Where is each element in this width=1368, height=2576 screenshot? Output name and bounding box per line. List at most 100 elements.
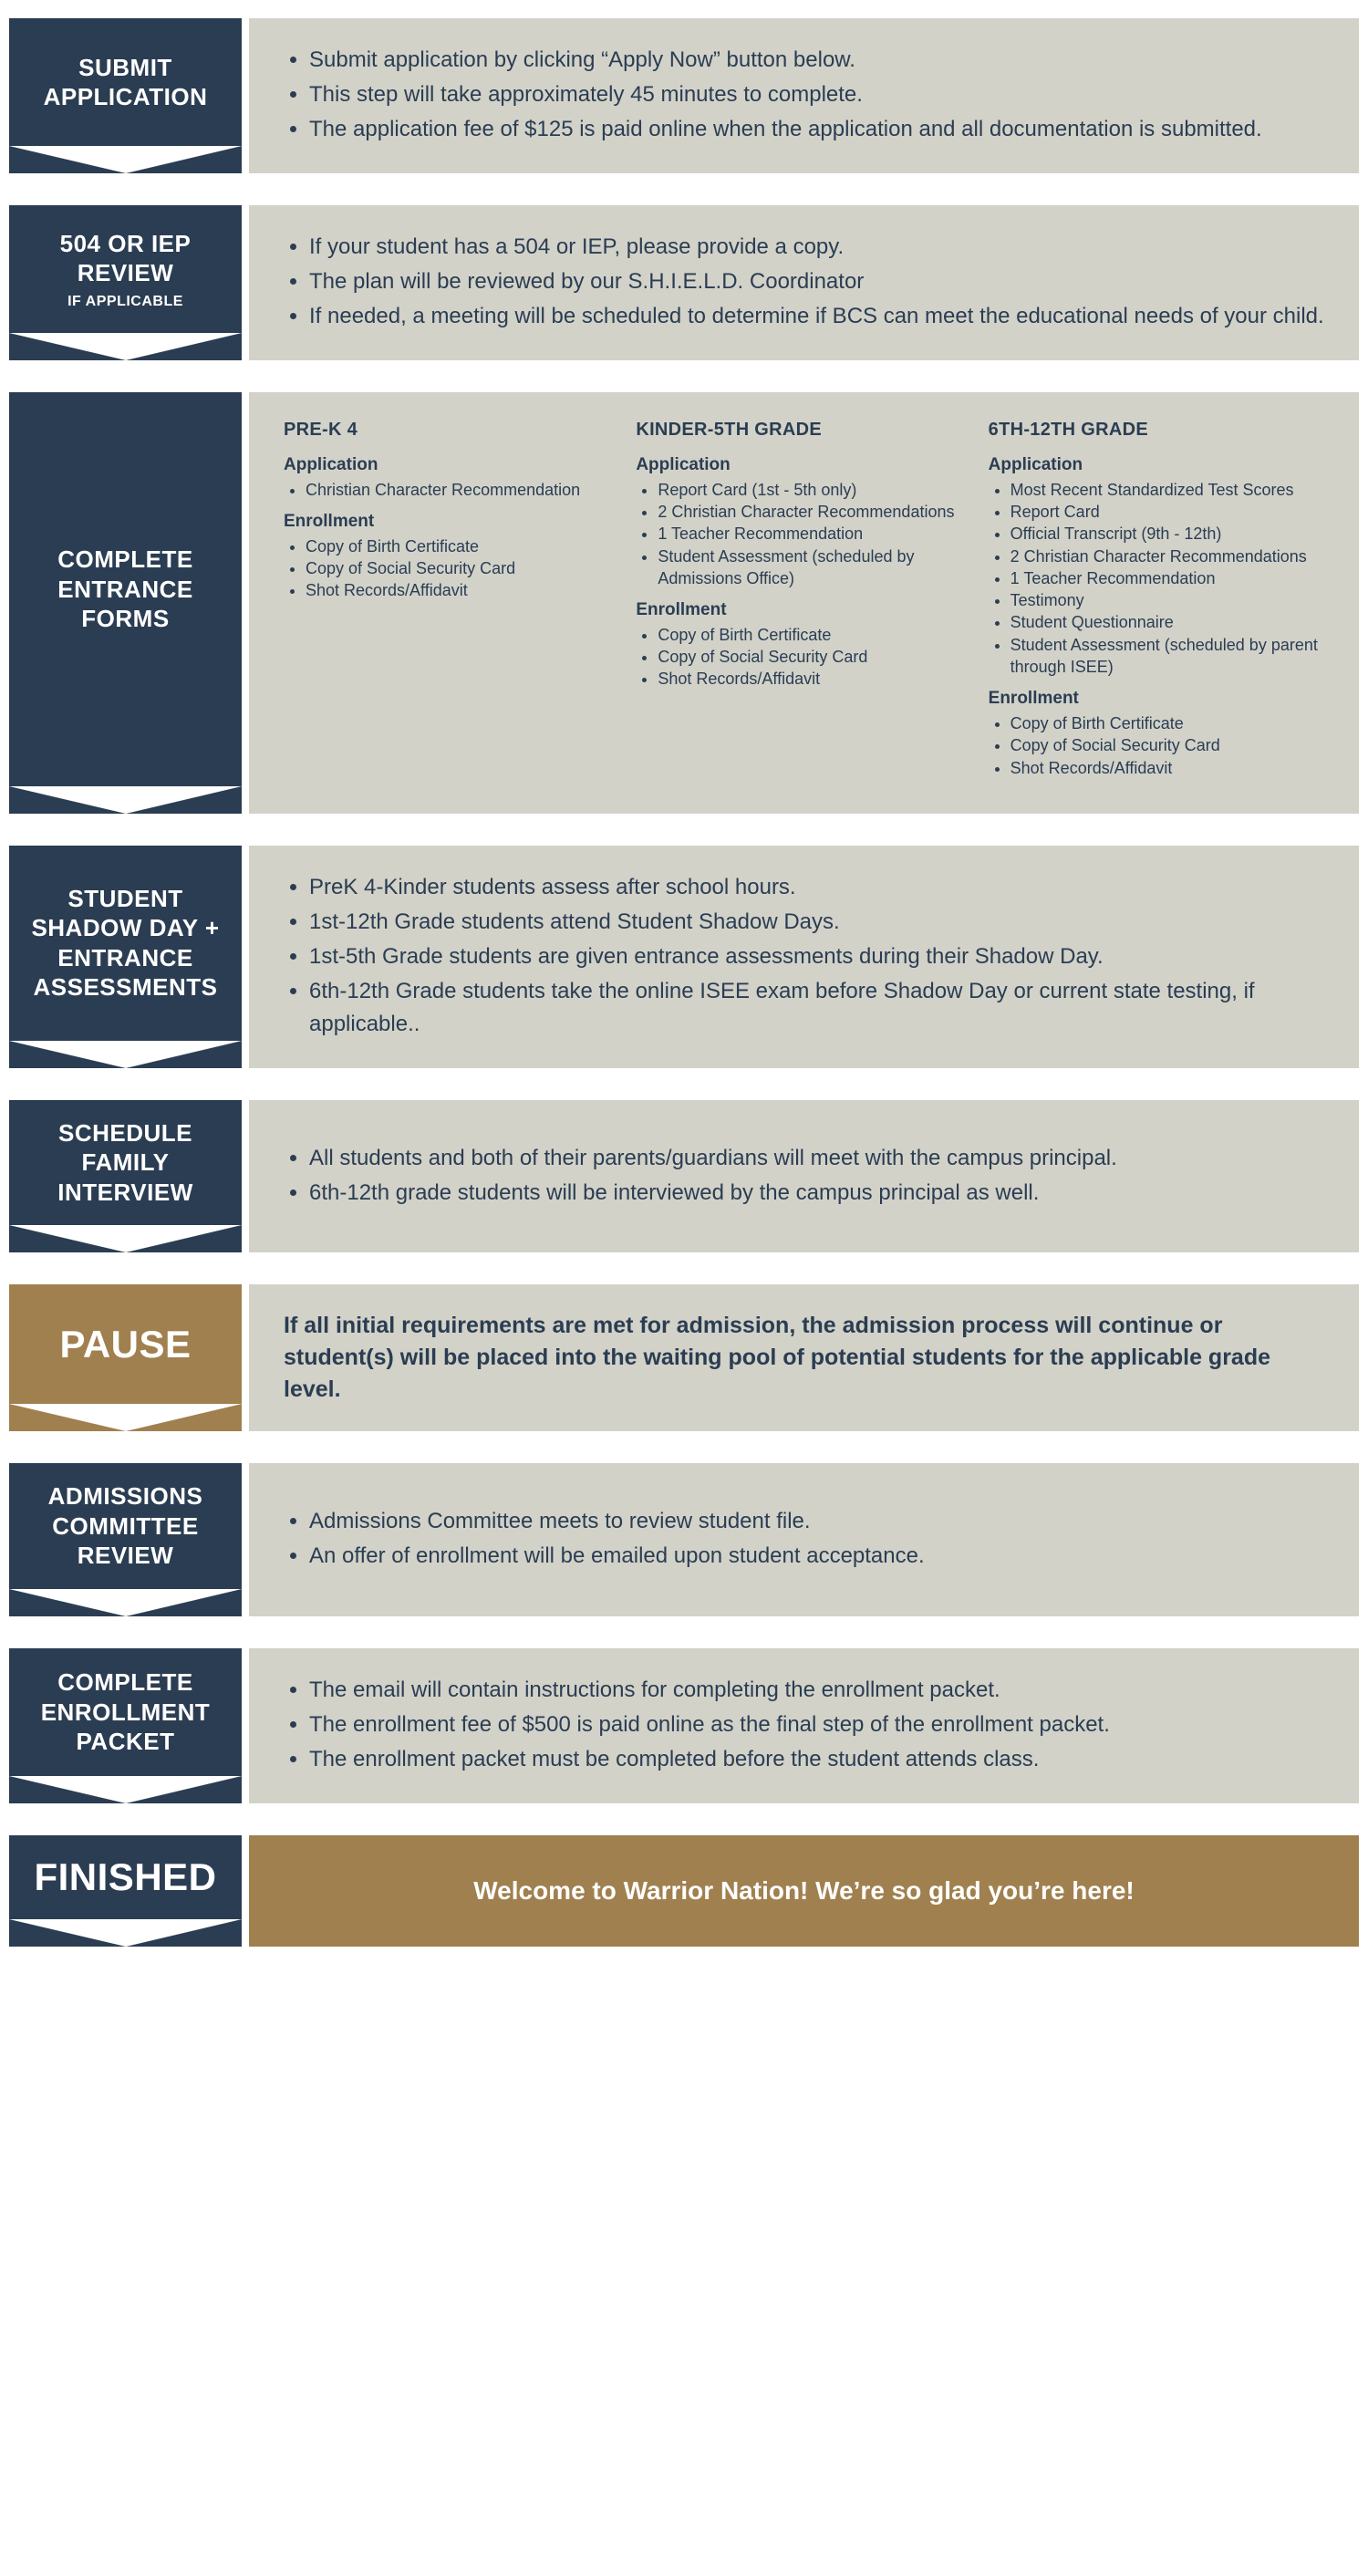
list-item: The application fee of $125 is paid onli… — [309, 113, 1332, 146]
section-label: Enrollment — [284, 510, 627, 534]
step-shadow: STUDENT SHADOW DAY + ENTRANCE ASSESSMENT… — [9, 846, 1359, 1068]
ribbon-body: 504 OR IEP REVIEW IF APPLICABLE — [9, 205, 242, 333]
list-item: 2 Christian Character Recommendations — [1010, 545, 1332, 567]
list-item: 1st-12th Grade students attend Student S… — [309, 906, 1332, 939]
list-item: The enrollment fee of $500 is paid onlin… — [309, 1709, 1332, 1741]
list-item: The enrollment packet must be completed … — [309, 1743, 1332, 1776]
banner-text: Welcome to Warrior Nation! We’re so glad… — [267, 1872, 1341, 1910]
ribbon-subtitle: IF APPLICABLE — [67, 294, 183, 310]
list-item: Copy of Social Security Card — [1010, 734, 1332, 756]
column: 6TH-12TH GRADEApplicationMost Recent Sta… — [989, 418, 1332, 788]
ribbon-body: SUBMIT APPLICATION — [9, 18, 242, 146]
section-label: Application — [284, 453, 627, 477]
admissions-process: SUBMIT APPLICATION Submit application by … — [9, 18, 1359, 1947]
ribbon-title: COMPLETE ENROLLMENT PACKET — [18, 1667, 233, 1757]
ribbon-notch — [9, 1225, 242, 1252]
ribbon-title: SUBMIT APPLICATION — [18, 53, 233, 112]
column-heading: 6TH-12TH GRADE — [989, 418, 1332, 442]
ribbon-notch — [9, 1776, 242, 1803]
paragraph: If all initial requirements are met for … — [284, 1310, 1332, 1406]
ribbon-body: STUDENT SHADOW DAY + ENTRANCE ASSESSMENT… — [9, 846, 242, 1041]
ribbon-title: COMPLETE ENTRANCE FORMS — [18, 545, 233, 634]
list-item: Christian Character Recommendation — [306, 479, 627, 501]
ribbon-body: COMPLETE ENTRANCE FORMS — [9, 392, 242, 786]
list-item: Most Recent Standardized Test Scores — [1010, 479, 1332, 501]
list-item: PreK 4-Kinder students assess after scho… — [309, 871, 1332, 904]
ribbon-body: FINISHED — [9, 1835, 242, 1920]
step-ribbon: COMPLETE ENTRANCE FORMS — [9, 392, 242, 814]
step-content: The email will contain instructions for … — [249, 1648, 1359, 1803]
ribbon-notch — [9, 1589, 242, 1616]
list-item: Shot Records/Affidavit — [306, 579, 627, 601]
ribbon-body: ADMISSIONS COMMITTEE REVIEW — [9, 1463, 242, 1589]
bullet-list: Admissions Committee meets to review stu… — [284, 1505, 1332, 1574]
step-finished: FINISHED Welcome to Warrior Nation! We’re… — [9, 1835, 1359, 1948]
list-item: 1 Teacher Recommendation — [658, 523, 979, 545]
list-item: Student Assessment (scheduled by Admissi… — [658, 545, 979, 590]
step-interview: SCHEDULE FAMILY INTERVIEW All students an… — [9, 1100, 1359, 1253]
step-ribbon: SUBMIT APPLICATION — [9, 18, 242, 173]
ribbon-body: SCHEDULE FAMILY INTERVIEW — [9, 1100, 242, 1226]
section-label: Application — [636, 453, 979, 477]
section-list: Christian Character Recommendation — [284, 479, 627, 501]
list-item: 2 Christian Character Recommendations — [658, 501, 979, 523]
step-content: PreK 4-Kinder students assess after scho… — [249, 846, 1359, 1068]
bullet-list: The email will contain instructions for … — [284, 1674, 1332, 1778]
list-item: The plan will be reviewed by our S.H.I.E… — [309, 265, 1332, 298]
list-item: This step will take approximately 45 min… — [309, 78, 1332, 111]
step-packet: COMPLETE ENROLLMENT PACKET The email will… — [9, 1648, 1359, 1803]
section-list: Report Card (1st - 5th only)2 Christian … — [636, 479, 979, 589]
step-committee: ADMISSIONS COMMITTEE REVIEW Admissions Co… — [9, 1463, 1359, 1616]
list-item: Admissions Committee meets to review stu… — [309, 1505, 1332, 1538]
list-item: 6th-12th grade students will be intervie… — [309, 1177, 1332, 1210]
step-ribbon: 504 OR IEP REVIEW IF APPLICABLE — [9, 205, 242, 360]
list-item: If needed, a meeting will be scheduled t… — [309, 300, 1332, 333]
ribbon-title: STUDENT SHADOW DAY + ENTRANCE ASSESSMENT… — [18, 884, 233, 1002]
list-item: Student Assessment (scheduled by parent … — [1010, 634, 1332, 679]
list-item: Copy of Social Security Card — [658, 646, 979, 668]
step-iep: 504 OR IEP REVIEW IF APPLICABLE If your st… — [9, 205, 1359, 360]
ribbon-notch — [9, 333, 242, 360]
list-item: 1st-5th Grade students are given entranc… — [309, 940, 1332, 973]
step-submit: SUBMIT APPLICATION Submit application by … — [9, 18, 1359, 173]
section-list: Most Recent Standardized Test ScoresRepo… — [989, 479, 1332, 679]
step-pause: PAUSE If all initial requirements are met… — [9, 1284, 1359, 1431]
section-list: Copy of Birth CertificateCopy of Social … — [989, 712, 1332, 779]
step-content: PRE-K 4ApplicationChristian Character Re… — [249, 392, 1359, 814]
list-item: Copy of Birth Certificate — [1010, 712, 1332, 734]
list-item: If your student has a 504 or IEP, please… — [309, 231, 1332, 264]
ribbon-body: COMPLETE ENROLLMENT PACKET — [9, 1648, 242, 1776]
column: PRE-K 4 ApplicationChristian Character Re… — [284, 418, 627, 788]
list-item: Official Transcript (9th - 12th) — [1010, 523, 1332, 545]
step-ribbon: STUDENT SHADOW DAY + ENTRANCE ASSESSMENT… — [9, 846, 242, 1068]
list-item: Copy of Social Security Card — [306, 557, 627, 579]
section-label: Enrollment — [989, 687, 1332, 711]
list-item: Copy of Birth Certificate — [306, 535, 627, 557]
list-item: 6th-12th Grade students take the online … — [309, 975, 1332, 1041]
list-item: An offer of enrollment will be emailed u… — [309, 1540, 1332, 1573]
ribbon-title: PAUSE — [59, 1321, 191, 1369]
list-item: Testimony — [1010, 589, 1332, 611]
step-ribbon: FINISHED — [9, 1835, 242, 1948]
step-ribbon: SCHEDULE FAMILY INTERVIEW — [9, 1100, 242, 1253]
ribbon-notch — [9, 1041, 242, 1068]
list-item: Report Card — [1010, 501, 1332, 523]
bullet-list: All students and both of their parents/g… — [284, 1142, 1332, 1211]
list-item: Shot Records/Affidavit — [658, 668, 979, 690]
list-item: Copy of Birth Certificate — [658, 624, 979, 646]
column-heading: PRE-K 4 — [284, 418, 627, 442]
step-ribbon: ADMISSIONS COMMITTEE REVIEW — [9, 1463, 242, 1616]
list-item: The email will contain instructions for … — [309, 1674, 1332, 1707]
step-content: Welcome to Warrior Nation! We’re so glad… — [249, 1835, 1359, 1948]
ribbon-notch — [9, 1919, 242, 1947]
list-item: 1 Teacher Recommendation — [1010, 567, 1332, 589]
ribbon-title: 504 OR IEP REVIEW — [18, 229, 233, 288]
section-list: Copy of Birth CertificateCopy of Social … — [636, 624, 979, 691]
section-label: Enrollment — [636, 598, 979, 622]
step-content: Admissions Committee meets to review stu… — [249, 1463, 1359, 1616]
list-item: All students and both of their parents/g… — [309, 1142, 1332, 1175]
step-content: Submit application by clicking “Apply No… — [249, 18, 1359, 173]
ribbon-title: ADMISSIONS COMMITTEE REVIEW — [18, 1481, 233, 1571]
step-forms: COMPLETE ENTRANCE FORMS PRE-K 4 Applicatio… — [9, 392, 1359, 814]
list-item: Report Card (1st - 5th only) — [658, 479, 979, 501]
